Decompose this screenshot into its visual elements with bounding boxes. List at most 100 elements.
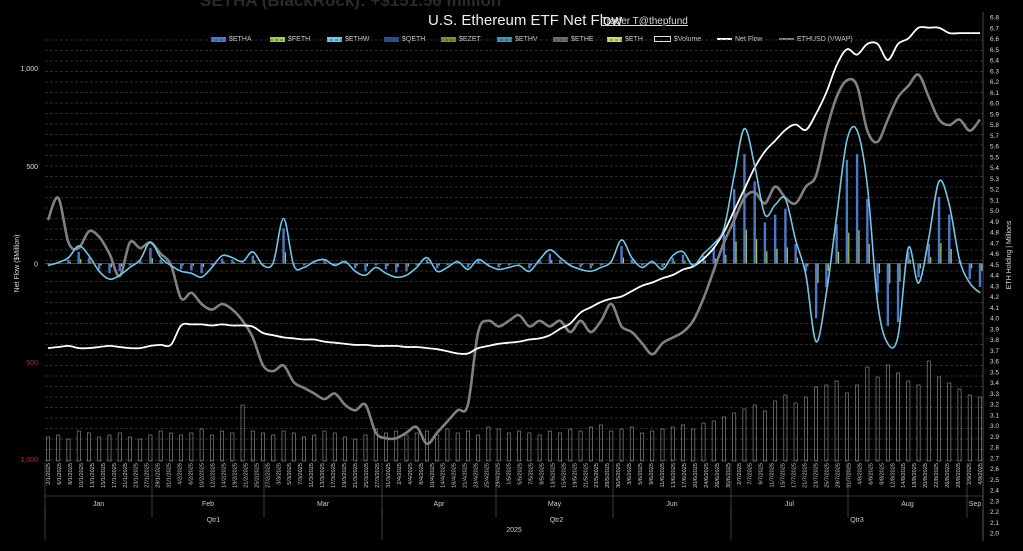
volume-bar (373, 428, 378, 462)
volume-bar (578, 430, 583, 462)
legend-net-flow: Net Flow (717, 36, 763, 43)
feth-bar (837, 251, 840, 264)
volume-bar (97, 436, 102, 462)
volume-bar (978, 396, 982, 462)
feth-bar (848, 232, 850, 264)
x-tick-label: 1/5/2025 (507, 463, 513, 485)
x-tick-label: 13/6/2025 (671, 463, 677, 488)
volume-bar (558, 432, 562, 462)
volume-bar (384, 432, 388, 462)
y2-tick-label: 3.1 (990, 412, 999, 419)
x-tick-label: 5/3/2025 (287, 463, 293, 485)
feth-bar (161, 262, 164, 264)
x-tick-label: 23/5/2025 (594, 463, 600, 488)
y-tick-label: 500 (26, 164, 38, 171)
feth-bar (80, 259, 82, 264)
feth-bar (407, 263, 409, 267)
volume-bar (527, 432, 532, 462)
y-tick-label: 0 (34, 262, 38, 269)
feth-bar (551, 260, 553, 264)
etha-bar (487, 263, 490, 265)
etha-bar (548, 253, 552, 264)
feth-bar (223, 261, 225, 264)
volume-bar (568, 428, 573, 462)
feth-bar (674, 261, 676, 264)
x-tick-label: 13/1/2025 (90, 463, 96, 488)
etha-bar (671, 257, 674, 264)
feth-bar (755, 239, 758, 264)
etha-bar (456, 262, 459, 264)
feth-bar (786, 247, 788, 264)
etha-bar (866, 198, 869, 264)
x-tick-label: 15/5/2025 (561, 463, 567, 488)
volume-bar (547, 430, 552, 462)
feth-bar (510, 263, 512, 265)
etha-bar (425, 259, 429, 264)
x-tick-label: 12/8/2025 (890, 463, 896, 488)
etha-bar (876, 263, 879, 293)
x-tick-label: 27/2/2025 (265, 463, 271, 488)
volume-bar (291, 432, 296, 462)
y2-tick-label: 5.2 (990, 187, 999, 194)
feth-bar (981, 263, 983, 271)
etha-bar (395, 263, 398, 273)
legend-ethw: $ETHW (327, 36, 370, 43)
etha-bar (528, 263, 531, 269)
background-headline: SETHA (BlackRock): +$151.56 million (200, 0, 502, 10)
x-tick-label: 10/2/2025 (200, 463, 206, 488)
volume-bar (711, 420, 716, 462)
feth-bar (418, 263, 420, 265)
volume-bar (588, 426, 593, 462)
volume-bar (128, 436, 132, 462)
y2-tick-label: 6.0 (990, 101, 999, 108)
feth-bar (284, 252, 287, 264)
volume-bar (660, 428, 665, 462)
volume-bar (609, 430, 614, 462)
volume-bar (199, 428, 204, 462)
x-tick-label: 31/1/2025 (167, 463, 173, 488)
etha-bar (220, 258, 224, 264)
x-tick-label: 17/3/2025 (331, 463, 337, 488)
etha-bar (538, 260, 541, 264)
x-tick-label: 13/5/2025 (550, 463, 556, 488)
feth-bar (479, 262, 481, 264)
etha-bar (886, 263, 890, 327)
volume-bar (752, 404, 757, 462)
x-tick-label: 6/8/2025 (868, 463, 874, 485)
x-tick-label: 21/5/2025 (583, 463, 589, 488)
y2-axis-label: ETH Holding | Millions (1006, 220, 1013, 289)
etha-bar (128, 263, 132, 266)
y-tick-label: 1,000 (20, 457, 38, 464)
x-tick-label: 14/4/2025 (441, 463, 447, 488)
author-credit-link[interactable]: Trader T@thepfund (601, 16, 688, 27)
month-label: Aug (901, 501, 914, 508)
etha-bar (323, 260, 326, 264)
etha-bar (814, 263, 818, 319)
x-tick-label: 17/1/2025 (112, 463, 118, 488)
feth-bar (499, 263, 502, 265)
x-tick-label: 26/8/2025 (945, 463, 951, 488)
month-label: Jul (785, 501, 794, 508)
x-tick-label: 8/8/2025 (879, 463, 885, 485)
feth-bar (141, 262, 143, 264)
y-tick-label: 500 (26, 360, 38, 367)
volume-bar (117, 432, 122, 462)
feth-bar (868, 243, 870, 264)
x-tick-label: 23/4/2025 (474, 463, 480, 488)
x-tick-label: 9/6/2025 (649, 463, 655, 485)
volume-bar (56, 434, 61, 462)
volume-bar (240, 404, 245, 462)
etha-bar (743, 154, 746, 264)
feth-bar (766, 251, 768, 264)
feth-bar (110, 263, 112, 268)
volume-bar (394, 430, 399, 462)
y2-tick-label: 4.1 (990, 305, 999, 312)
y2-tick-label: 2.3 (990, 498, 999, 505)
y2-tick-label: 2.0 (990, 531, 999, 538)
etha-bar (159, 259, 162, 264)
x-tick-label: 16/4/2025 (452, 463, 458, 488)
etha-bar (149, 247, 152, 264)
x-tick-label: 3/3/2025 (276, 463, 282, 485)
feth-bar (817, 263, 819, 284)
legend-ethv: $ETHV (497, 36, 538, 43)
